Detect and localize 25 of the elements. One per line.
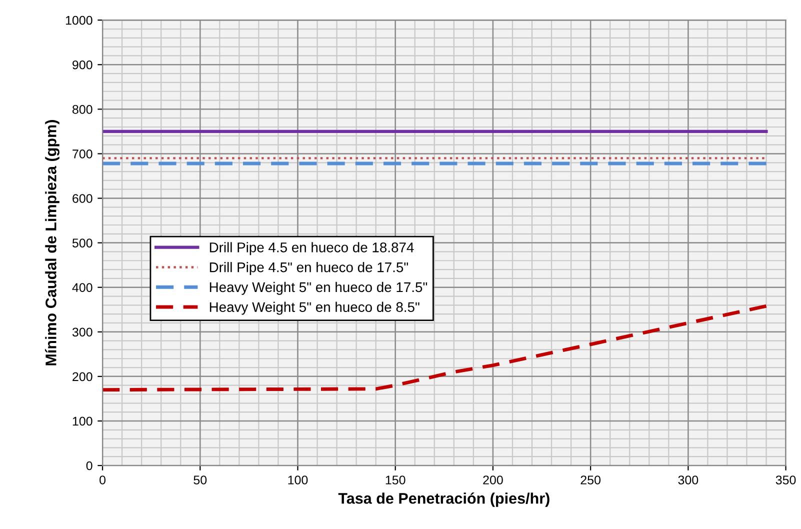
x-tick-label: 200 <box>483 476 503 484</box>
y-tick-label: 0 <box>86 461 92 470</box>
y-tick-label: 1000 <box>66 16 92 25</box>
legend-label: Heavy Weight 5" en hueco de 8.5" <box>210 302 420 315</box>
y-tick-label: 400 <box>72 283 92 292</box>
y-tick-label: 500 <box>72 238 92 248</box>
x-tick-label: 300 <box>678 476 698 484</box>
y-tick-label: 100 <box>72 416 92 426</box>
y-tick-label: 200 <box>72 372 92 382</box>
legend-label: Heavy Weight 5" en hueco de 17.5" <box>210 282 428 295</box>
x-axis-title: Tasa de Penetración (pies/hr) <box>338 492 550 507</box>
y-tick-label: 600 <box>72 194 92 203</box>
y-tick-label: 900 <box>72 60 92 70</box>
x-tick-label: 350 <box>776 476 796 484</box>
x-tick-label: 250 <box>580 476 601 484</box>
legend-label: Drill Pipe 4.5 en hueco de 18.874 <box>210 242 414 256</box>
x-tick-label: 100 <box>288 476 308 484</box>
y-axis-title: Mínimo Caudal de Limpieza (gpm) <box>45 120 60 366</box>
y-tick-label: 700 <box>72 150 92 158</box>
x-tick-label: 0 <box>100 476 106 484</box>
x-tick-label: 150 <box>386 476 406 484</box>
y-tick-label: 800 <box>72 104 92 114</box>
legend-label: Drill Pipe 4.5" en hueco de 17.5" <box>210 262 408 275</box>
y-tick-label: 300 <box>72 328 92 337</box>
x-tick-label: 50 <box>194 476 207 484</box>
